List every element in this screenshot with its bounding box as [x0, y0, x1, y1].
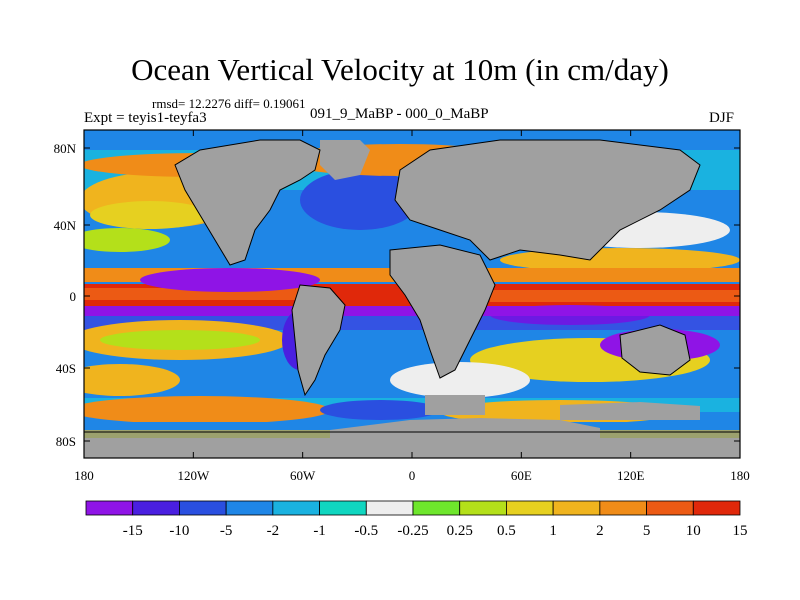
- colorbar-swatch: [365, 500, 414, 516]
- x-tick-label: 120W: [177, 468, 210, 483]
- y-tick-label: 40N: [54, 218, 77, 233]
- experiment-label: Expt = teyis1-teyfa3: [84, 110, 207, 126]
- x-tick-label: 0: [409, 468, 416, 483]
- colorbar-label: 0.5: [497, 523, 516, 539]
- season-label: DJF: [709, 110, 735, 126]
- colorbar-label: 10: [686, 523, 701, 539]
- x-tick-label: 60E: [511, 468, 532, 483]
- y-tick-label: 40S: [56, 361, 76, 376]
- colorbar-swatch: [225, 500, 274, 516]
- x-tick-label: 120E: [617, 468, 645, 483]
- statistics-label: rmsd= 12.2276 diff= 0.19061: [152, 96, 306, 111]
- colorbar-label: -0.5: [354, 523, 378, 539]
- colorbar-swatch: [459, 500, 507, 516]
- colorbar-label: -10: [169, 523, 189, 539]
- x-tick-label: 180: [730, 468, 750, 483]
- map-title: Ocean Vertical Velocity at 10m (in cm/da…: [131, 52, 669, 87]
- difference-label: 091_9_MaBP - 000_0_MaBP: [310, 106, 489, 122]
- colorbar-label: -2: [267, 523, 280, 539]
- y-tick-label: 0: [70, 289, 77, 304]
- colorbar-label: 5: [643, 523, 651, 539]
- colorbar-swatch: [412, 500, 461, 516]
- colorbar-swatch: [132, 500, 180, 516]
- velocity-field: [84, 130, 740, 458]
- colorbar-swatch: [599, 500, 647, 516]
- colorbar-label: 1: [549, 523, 557, 539]
- coastlines: [84, 139, 740, 433]
- colorbar-label: -1: [313, 523, 326, 539]
- colorbar-swatch: [85, 500, 134, 516]
- colorbar-swatch: [179, 500, 227, 516]
- colorbar-label: 15: [733, 523, 748, 539]
- colorbar-swatch: [506, 500, 554, 516]
- colorbar-swatch: [552, 500, 601, 516]
- x-tick-label: 60W: [290, 468, 316, 483]
- map-axes: 180 120W 60W 0 60E 120E 180 80N 40N 0 40S 80S: [54, 130, 750, 483]
- colorbar-label: 2: [596, 523, 604, 539]
- colorbar-label: -15: [123, 523, 143, 539]
- x-tick-label: 180: [74, 468, 94, 483]
- y-tick-label: 80S: [56, 434, 76, 449]
- colorbar-swatch: [272, 500, 320, 516]
- colorbar: -15 -10 -5 -2 -1 -0.5 -0.25 0.25 0.5 1 2 5 10 15: [85, 500, 748, 539]
- colorbar-label: -0.25: [397, 523, 428, 539]
- colorbar-swatch: [646, 500, 694, 516]
- y-tick-label: 80N: [54, 141, 77, 156]
- colorbar-swatch: [692, 500, 741, 516]
- colorbar-label: 0.25: [447, 523, 473, 539]
- colorbar-label: -5: [220, 523, 233, 539]
- colorbar-swatch: [319, 500, 367, 516]
